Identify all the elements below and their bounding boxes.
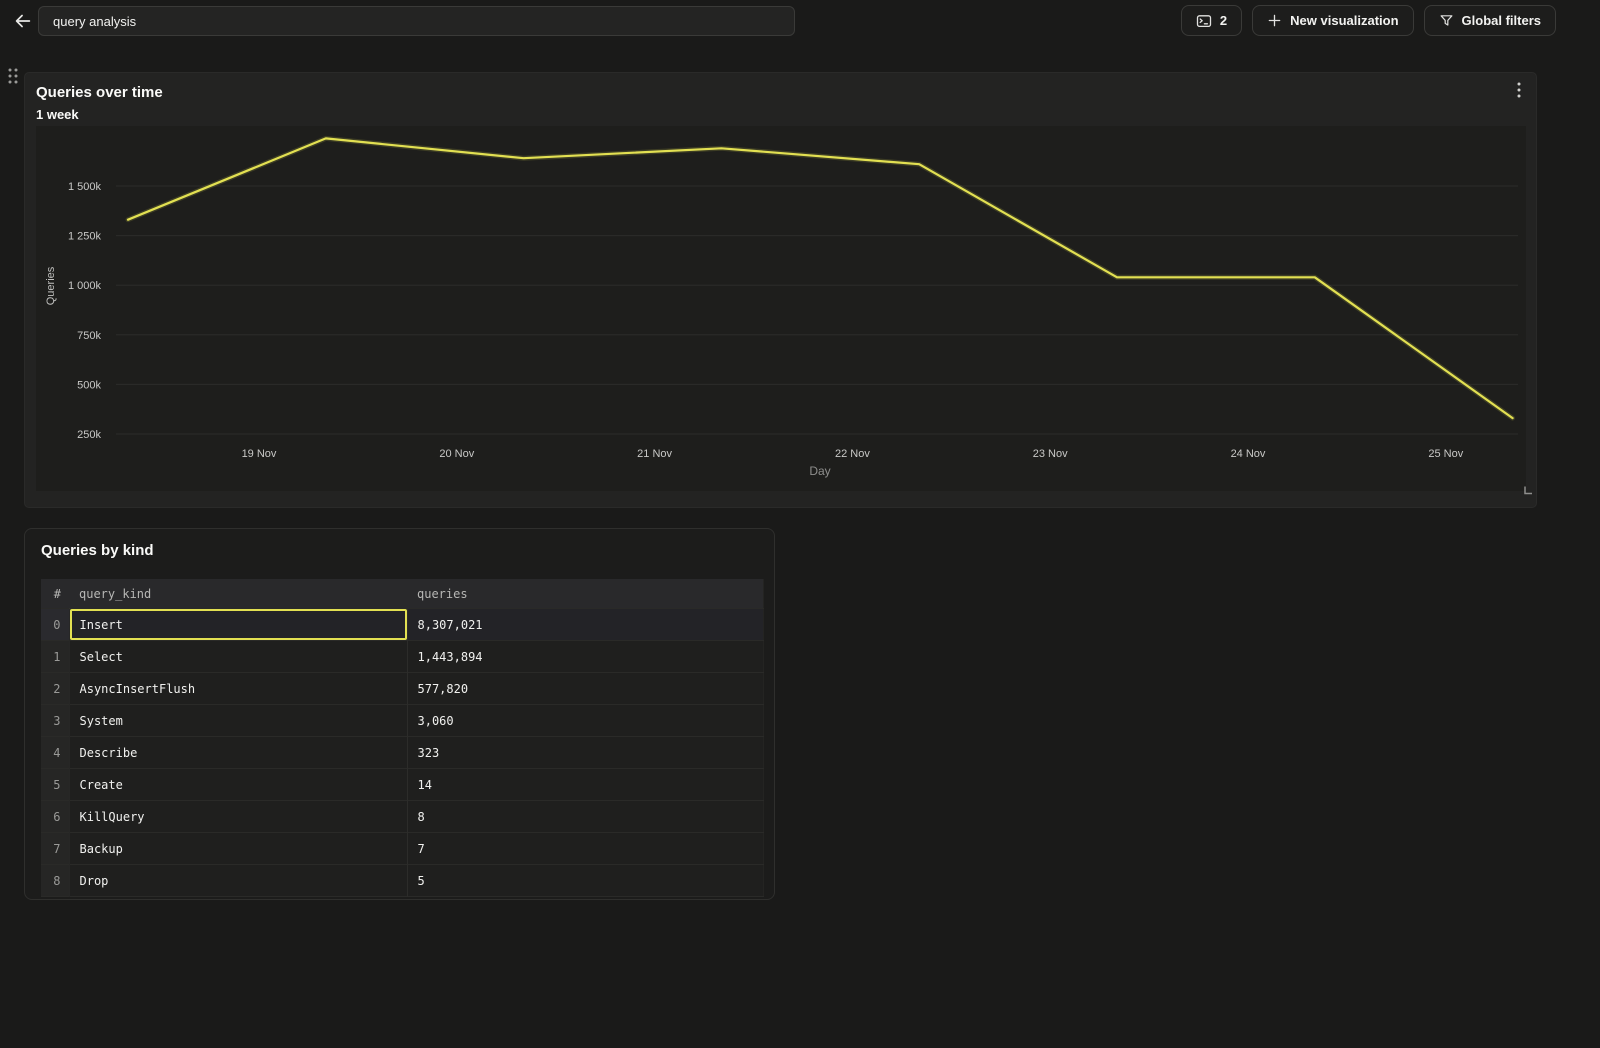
queries-cell[interactable]: 3,060 [406,704,763,737]
plus-icon [1267,13,1282,28]
resize-handle-icon[interactable] [1522,482,1532,500]
svg-text:22 Nov: 22 Nov [835,448,870,460]
global-filters-label: Global filters [1461,13,1541,28]
queries-by-kind-tbody: 0 Insert 8,307,021 1 Select 1,443,894 2 AsyncIn… [41,608,763,897]
query-kind-cell[interactable]: KillQuery [69,800,407,833]
svg-text:1 250k: 1 250k [68,231,102,243]
sql-tabs-count: 2 [1219,13,1228,28]
svg-text:25 Nov: 25 Nov [1428,448,1463,460]
back-button[interactable] [10,8,36,34]
queries-cell[interactable]: 577,820 [406,672,763,705]
svg-text:21 Nov: 21 Nov [637,448,672,460]
svg-text:20 Nov: 20 Nov [439,448,474,460]
console-window-icon [1196,13,1212,29]
svg-text:750k: 750k [77,330,101,342]
svg-text:500k: 500k [77,379,101,391]
queries-series-line [126,137,1514,420]
row-index-cell[interactable]: 7 [41,832,70,865]
svg-text:Queries: Queries [45,266,57,305]
table-row: 7 Backup 7 [41,832,763,865]
row-index-cell[interactable]: 0 [41,608,70,641]
topbar-actions: 2 New visualization Global filters [1180,5,1556,36]
row-index-cell[interactable]: 5 [41,768,70,801]
queries-over-time-panel: Queries over time 1 week 1 500k 1 250k 1 0… [24,72,1537,508]
chart-title: Queries over time [36,84,163,101]
table-row: 8 Drop 5 [41,864,763,897]
kebab-menu-icon [1517,82,1521,98]
panel-menu-button[interactable] [1508,79,1530,101]
dashboard-title-input[interactable] [38,6,795,36]
query-kind-cell[interactable]: Backup [69,832,407,865]
column-header[interactable]: # [41,579,69,609]
query-kind-cell[interactable]: System [69,704,407,737]
query-kind-cell[interactable]: AsyncInsertFlush [69,672,407,705]
table-title: Queries by kind [41,542,154,559]
svg-text:19 Nov: 19 Nov [242,448,277,460]
table-row: 5 Create 14 [41,768,763,801]
line-chart-area[interactable]: 1 500k 1 250k 1 000k 750k 500k 250k 19 Nov 20 N… [36,126,1526,491]
queries-by-kind-table: # query_kind queries 0 Insert 8,307,021 1 Sele… [41,579,764,897]
row-index-cell[interactable]: 8 [41,864,70,897]
svg-text:1 000k: 1 000k [68,280,102,292]
new-visualization-label: New visualization [1290,13,1399,28]
line-chart-svg: 1 500k 1 250k 1 000k 750k 500k 250k 19 Nov 20 N… [45,135,1518,478]
row-index-cell[interactable]: 3 [41,704,70,737]
queries-cell[interactable]: 8,307,021 [406,608,763,641]
queries-cell[interactable]: 5 [406,864,763,897]
global-filters-button[interactable]: Global filters [1423,5,1556,36]
row-index-cell[interactable]: 1 [41,640,70,673]
table-row: 4 Describe 323 [41,736,763,769]
table-row: 3 System 3,060 [41,704,763,737]
table-row: 6 KillQuery 8 [41,800,763,833]
queries-cell[interactable]: 8 [406,800,763,833]
topbar: 2 New visualization Global filters [0,0,1600,42]
query-kind-cell[interactable]: Create [69,768,407,801]
funnel-icon [1439,13,1454,28]
chart-subtitle: 1 week [36,107,79,122]
query-kind-cell[interactable]: Select [69,640,407,673]
query-kind-cell[interactable]: Describe [69,736,407,769]
arrow-left-icon [12,10,34,32]
sql-tabs-button[interactable]: 2 [1180,5,1243,36]
new-visualization-button[interactable]: New visualization [1252,5,1414,36]
query-kind-cell[interactable]: Insert [69,608,407,641]
table-row: 0 Insert 8,307,021 [41,608,763,641]
column-header[interactable]: queries [407,579,763,609]
column-header[interactable]: query_kind [69,579,407,609]
table-header-row: # query_kind queries [41,579,763,609]
queries-cell[interactable]: 7 [406,832,763,865]
svg-text:Day: Day [809,464,830,478]
svg-text:24 Nov: 24 Nov [1231,448,1266,460]
svg-text:250k: 250k [77,429,101,441]
queries-cell[interactable]: 323 [406,736,763,769]
row-index-cell[interactable]: 6 [41,800,70,833]
svg-text:1 500k: 1 500k [68,181,102,193]
svg-text:23 Nov: 23 Nov [1033,448,1068,460]
row-index-cell[interactable]: 2 [41,672,70,705]
table-row: 1 Select 1,443,894 [41,640,763,673]
row-index-cell[interactable]: 4 [41,736,70,769]
query-kind-cell[interactable]: Drop [69,864,407,897]
queries-cell[interactable]: 1,443,894 [406,640,763,673]
queries-by-kind-panel: Queries by kind # query_kind queries 0 Inse… [24,528,775,900]
queries-cell[interactable]: 14 [406,768,763,801]
drag-handle-icon[interactable] [7,67,19,90]
table-row: 2 AsyncInsertFlush 577,820 [41,672,763,705]
